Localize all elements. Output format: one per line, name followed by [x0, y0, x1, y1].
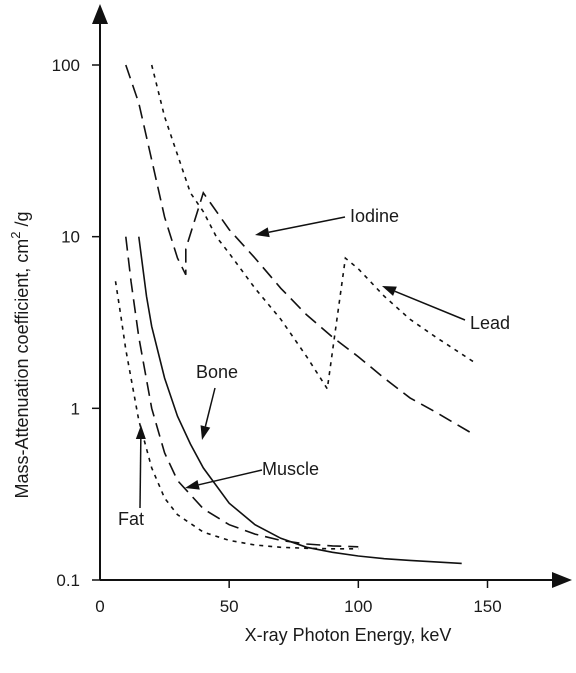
x-tick-label: 150	[473, 597, 501, 616]
arrow-iodine-line	[268, 216, 346, 233]
label-lead: Lead	[470, 313, 510, 333]
arrow-fat-head	[135, 425, 146, 440]
arrow-lead-head	[382, 286, 397, 296]
label-fat: Fat	[118, 509, 144, 529]
y-tick-label: 0.1	[56, 571, 80, 590]
x-axis-arrowhead	[552, 572, 572, 588]
y-axis-label: Mass-Attenuation coefficient, cm2 /g	[8, 211, 32, 498]
y-axis-label-tail: /g	[12, 211, 32, 231]
y-ticks: 0.1 1 10 100	[52, 56, 100, 590]
curve-muscle	[125, 236, 359, 548]
y-tick-label: 1	[71, 399, 80, 418]
arrow-fat-line	[139, 438, 142, 509]
arrow-bone-head	[200, 425, 211, 440]
x-axis-label: X-ray Photon Energy, keV	[245, 625, 452, 645]
arrow-bone-line	[204, 387, 216, 427]
x-tick-label: 50	[220, 597, 239, 616]
y-axis-label-sup: 2	[8, 231, 23, 238]
axes	[92, 4, 572, 588]
x-tick-label: 0	[95, 597, 104, 616]
arrow-iodine-head	[255, 227, 270, 238]
curve-lead	[150, 64, 476, 392]
label-muscle: Muscle	[262, 459, 319, 479]
y-axis-label-main: Mass-Attenuation coefficient, cm	[12, 239, 32, 499]
y-tick-label: 10	[61, 228, 80, 247]
arrow-lead-line	[394, 290, 466, 321]
label-bone: Bone	[196, 362, 238, 382]
curves	[114, 64, 476, 565]
y-axis-arrowhead	[92, 4, 108, 24]
annotation-arrows	[135, 216, 466, 509]
label-iodine: Iodine	[350, 206, 399, 226]
arrow-muscle-head	[185, 479, 200, 490]
curve-bone	[138, 236, 462, 565]
curve-fat	[114, 281, 359, 550]
arrow-muscle-line	[198, 469, 263, 486]
x-tick-label: 100	[344, 597, 372, 616]
y-tick-label: 100	[52, 56, 80, 75]
curve-iodine	[125, 64, 476, 436]
x-ticks: 0 50 100 150	[95, 580, 502, 616]
